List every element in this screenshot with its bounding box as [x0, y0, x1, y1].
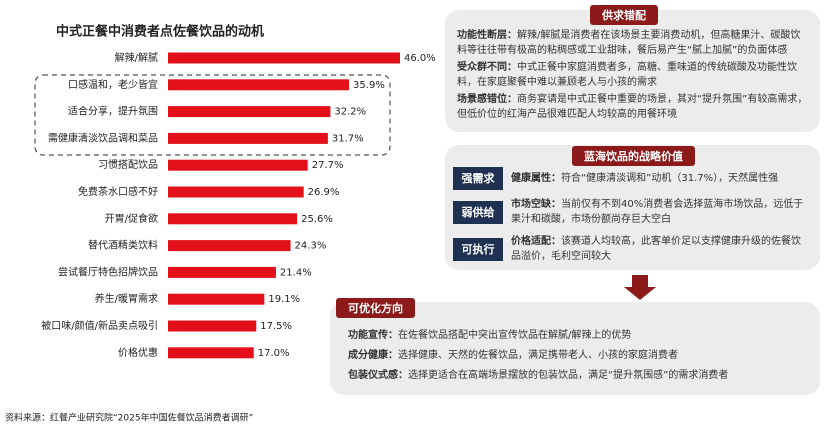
item-text: 符合“健康清淡调和”动机（31.7%），天然属性强: [561, 173, 779, 184]
bar: [168, 186, 304, 198]
bar: [168, 132, 328, 144]
category-label: 口感温和，老少皆宜: [68, 78, 158, 91]
item-text: 选择更适合在高端场景摆放的包装饮品，满足“提升氛围感”的需求消费者: [408, 370, 729, 381]
item-label: 包装仪式感：: [348, 370, 408, 381]
item-label: 功能宣传：: [348, 330, 398, 341]
category-label: 开胃/促食欲: [105, 212, 158, 225]
item-label: 成分健康：: [348, 350, 398, 361]
item: 成分健康：选择健康、天然的佐餐饮品，满足携带老人、小孩的家庭消费者: [348, 346, 808, 366]
item-tag: 强需求: [453, 167, 503, 190]
category-label: 需健康清淡饮品调和菜品: [48, 131, 158, 144]
value-label: 17.0%: [258, 348, 290, 359]
item-text: 商务宴请是中式正餐中重要的场景，其对“提升氛围”有较高需求，但低价位的红海产品很…: [457, 94, 808, 120]
item-label: 市场空缺：: [511, 199, 561, 210]
item-text: 选择健康、天然的佐餐饮品，满足携带老人、小孩的家庭消费者: [398, 350, 678, 361]
item: 可执行 价格适配：该赛道人均较高，此客单价足以支撑健康升级的佐餐饮品溢价，毛利空间…: [453, 234, 810, 264]
category-label: 习惯搭配饮品: [98, 158, 158, 171]
bar: [168, 320, 257, 332]
category-label: 替代酒精类饮料: [88, 239, 158, 252]
panel-title: 蓝海饮品的战略价值: [572, 146, 695, 166]
category-label: 养生/暖胃需求: [95, 292, 158, 305]
item: 场景感错位：商务宴请是中式正餐中重要的场景，其对“提升氛围”有较高需求，但低价位…: [457, 92, 808, 122]
item-tag: 可执行: [453, 237, 503, 261]
item-text: 中式正餐中家庭消费者多，高糖、重味道的传统碳酸及功能性饮料，在家庭聚餐中难以兼顾…: [457, 62, 797, 88]
category-label: 被口味/颜值/新品卖点吸引: [41, 319, 158, 332]
panel-title: 供求错配: [590, 5, 658, 25]
optimize-panel: 功能宣传：在佐餐饮品搭配中突出宣传饮品在解腻/解辣上的优势 成分健康：选择健康、…: [330, 302, 820, 395]
bar: [168, 52, 400, 64]
category-label: 解辣/解腻: [115, 51, 158, 64]
panel-title: 可优化方向: [336, 298, 415, 318]
value-label: 32.2%: [334, 107, 366, 118]
category-label: 适合分享，提升氛围: [68, 105, 158, 118]
bar: [168, 266, 276, 278]
bar: [168, 293, 265, 305]
item-label: 场景感错位：: [457, 94, 517, 105]
item-label: 功能性断层：: [457, 30, 517, 41]
item: 受众群不同：中式正餐中家庭消费者多，高糖、重味道的传统碳酸及功能性饮料，在家庭聚…: [457, 60, 808, 90]
item: 功能宣传：在佐餐饮品搭配中突出宣传饮品在解腻/解辣上的优势: [348, 326, 808, 346]
item-text: 在佐餐饮品搭配中突出宣传饮品在解腻/解辣上的优势: [398, 330, 632, 341]
supply-demand-panel: 功能性断层：解辣/解腻是消费者在该场景主要消费动机，但高糖果汁、碳酸饮料等往往带…: [445, 10, 820, 132]
chart-title: 中式正餐中消费者点佐餐饮品的动机: [56, 24, 264, 40]
category-label: 价格优惠: [118, 346, 158, 359]
bar: [168, 240, 291, 252]
value-label: 35.9%: [353, 80, 385, 91]
highlight-box: [34, 74, 391, 156]
item-text: 解辣/解腻是消费者在该场景主要消费动机，但高糖果汁、碳酸饮料等往往带有极高的粘稠…: [457, 30, 801, 56]
item-text: 当前仅有不到40%消费者会选择蓝海市场饮品，远低于果汁和碳酸，市场份额尚存巨大空…: [511, 199, 804, 225]
item-label: 受众群不同：: [457, 62, 517, 73]
item: 功能性断层：解辣/解腻是消费者在该场景主要消费动机，但高糖果汁、碳酸饮料等往往带…: [457, 28, 808, 58]
bar: [168, 159, 308, 171]
item-label: 价格适配：: [511, 236, 561, 247]
category-label: 尝试餐厅特色招牌饮品: [58, 265, 158, 278]
item-text: 该赛道人均较高，此客单价足以支撑健康升级的佐餐饮品溢价，毛利空间较大: [511, 236, 801, 262]
bar: [168, 213, 298, 225]
value-label: 31.7%: [332, 133, 364, 144]
value-label: 46.0%: [404, 53, 436, 64]
item-label: 健康属性：: [511, 173, 561, 184]
item: 弱供给 市场空缺：当前仅有不到40%消费者会选择蓝海市场饮品，远低于果汁和碳酸，市…: [453, 197, 810, 227]
value-label: 19.1%: [268, 294, 300, 305]
item-tag: 弱供给: [453, 200, 503, 224]
value-label: 25.6%: [301, 214, 333, 225]
value-label: 24.3%: [295, 241, 327, 252]
item: 强需求 健康属性：符合“健康清淡调和”动机（31.7%），天然属性强: [453, 167, 810, 190]
bar: [168, 106, 331, 118]
value-label: 27.7%: [312, 160, 344, 171]
category-label: 免费茶水口感不好: [78, 185, 158, 198]
blue-ocean-panel: 强需求 健康属性：符合“健康清淡调和”动机（31.7%），天然属性强 弱供给 市场空…: [445, 145, 820, 270]
bar: [168, 347, 254, 359]
bar: [168, 79, 350, 91]
source: 资料来源：红餐产业研究院“2025年中国佐餐饮品消费者调研”: [5, 412, 253, 424]
value-label: 17.5%: [260, 321, 292, 332]
item: 包装仪式感：选择更适合在高端场景摆放的包装饮品，满足“提升氛围感”的需求消费者: [348, 366, 808, 386]
value-label: 26.9%: [308, 187, 340, 198]
value-label: 21.4%: [280, 267, 312, 278]
